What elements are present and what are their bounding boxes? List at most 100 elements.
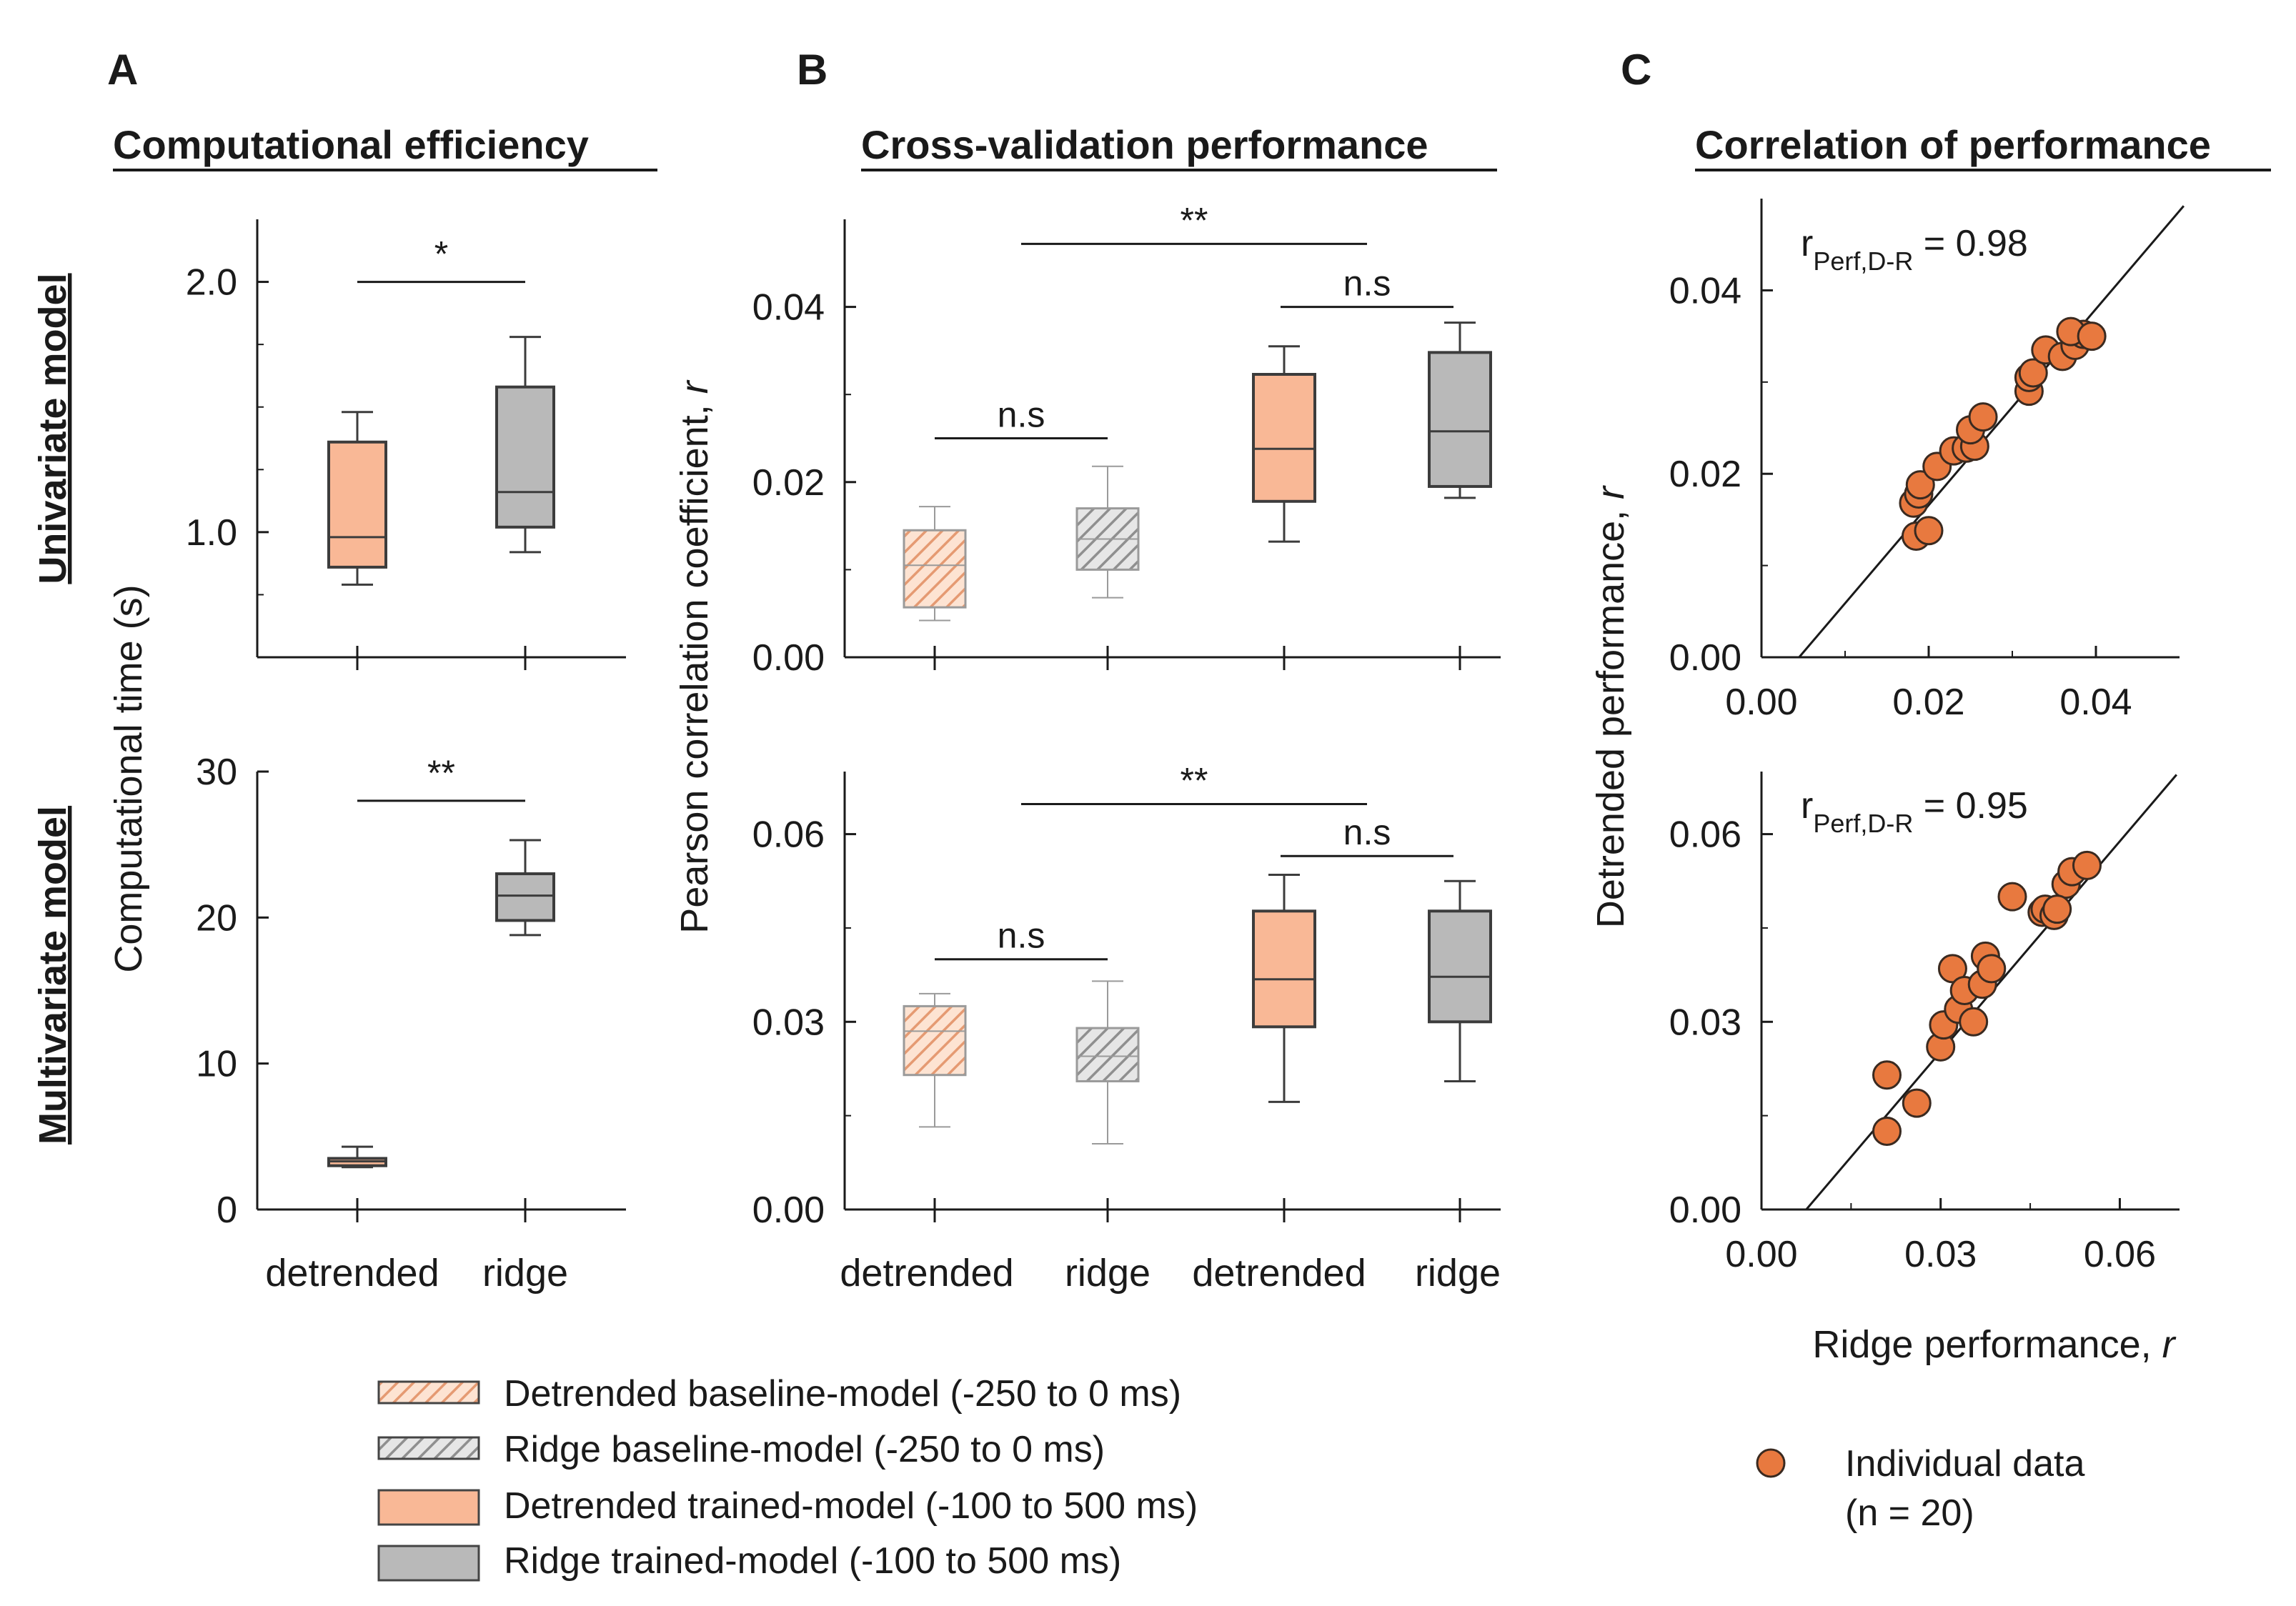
panel-label-b: B (797, 46, 828, 94)
legend-label-ridge-baseline: Ridge baseline-model (-250 to 0 ms) (504, 1429, 1105, 1470)
axis-label-computational-time: Computational time (s) (107, 584, 150, 972)
plot-b-univariate: 0.00 0.02 0.04 n.s ** n.s (752, 200, 1501, 679)
axis-label-pearson: Pearson correlation coefficient, r (673, 379, 716, 933)
y-tick-label: 0.00 (1669, 637, 1741, 679)
x-tick-label: 0.03 (1904, 1234, 1977, 1275)
y-tick-label: 0.00 (1669, 1189, 1741, 1231)
legend-swatch-ridge-trained (377, 1545, 480, 1582)
scatter-legend-marker (1756, 1448, 1786, 1478)
legend-swatch-detrended-baseline (377, 1380, 480, 1405)
category-b-detrended-baseline: detrended (840, 1252, 1013, 1295)
y-tick-label: 0.03 (752, 1002, 825, 1043)
row-label-multivariate: Multivariate model (31, 806, 74, 1144)
category-a-detrended: detrended (265, 1252, 439, 1295)
significance-label: ** (427, 753, 455, 793)
panel-label-c: C (1621, 46, 1651, 94)
correlation-value: = 0.98 (1913, 223, 2027, 264)
box (1252, 373, 1316, 503)
legend-swatch-ridge-baseline (377, 1436, 480, 1460)
row-label-univariate: Univariate model (31, 273, 74, 584)
box (327, 440, 387, 569)
scatter-legend-line2: (n = 20) (1845, 1492, 1974, 1534)
data-point (1902, 1088, 1932, 1118)
legend-swatch-detrended-trained (377, 1489, 480, 1526)
y-tick-label: 0.04 (752, 287, 825, 329)
y-tick-label: 0.00 (752, 1189, 825, 1231)
box (903, 1004, 967, 1077)
axis-label-detrended-performance: Detrended performance, r (1589, 485, 1632, 928)
title-computational-efficiency: Computational efficiency (113, 122, 589, 167)
correlation-value: = 0.95 (1913, 785, 2027, 827)
fit-line (1798, 205, 2185, 658)
data-point (2042, 894, 2072, 924)
legend: Detrended baseline-model (-250 to 0 ms) … (377, 1373, 1198, 1582)
y-tick-label: 0 (217, 1189, 237, 1231)
significance-label: * (434, 234, 448, 274)
data-point (1905, 470, 1935, 500)
correlation-annotation: rPerf,D-R = 0.98 (1801, 223, 2028, 276)
x-tick-label: 0.00 (1725, 1234, 1797, 1275)
correlation-annotation: rPerf,D-R = 0.95 (1801, 785, 2028, 838)
significance-label: ** (1181, 200, 1208, 240)
axis-label-ridge-performance: Ridge performance, r (1812, 1323, 2176, 1366)
y-tick-label: 0.02 (752, 462, 825, 504)
significance-label: n.s (998, 395, 1045, 435)
data-point (1872, 1060, 1902, 1090)
y-tick-label: 0.00 (752, 637, 825, 679)
correlation-subscript: Perf,D-R (1813, 246, 1913, 276)
data-point (2018, 358, 2048, 388)
significance-label: n.s (998, 916, 1045, 956)
category-a-ridge: ridge (482, 1252, 568, 1295)
significance-label: ** (1181, 761, 1208, 801)
x-tick-label: 0.02 (1892, 682, 1964, 723)
y-tick-label: 0.04 (1669, 270, 1741, 311)
category-b-ridge-trained: ridge (1415, 1252, 1501, 1295)
plot-a-multivariate: 0 10 20 30 ** (196, 752, 626, 1231)
panel-label-a: A (107, 46, 138, 94)
legend-label-detrended-trained: Detrended trained-model (-100 to 500 ms) (504, 1485, 1198, 1527)
plot-a-univariate: 1.0 2.0 * (186, 219, 626, 670)
data-point (2072, 850, 2102, 880)
data-point (1872, 1117, 1902, 1147)
y-tick-label: 2.0 (186, 262, 237, 304)
scatter-legend: Individual data (n = 20) (1756, 1443, 2084, 1534)
plot-b-multivariate: 0.00 0.03 0.06 n.s ** n.s (752, 761, 1501, 1231)
data-point (2077, 321, 2107, 351)
correlation-subscript: Perf,D-R (1813, 809, 1913, 838)
data-point (1959, 1007, 1989, 1037)
legend-label-ridge-trained: Ridge trained-model (-100 to 500 ms) (504, 1540, 1121, 1582)
box (495, 872, 555, 922)
data-point (1914, 516, 1944, 546)
title-cross-validation: Cross-validation performance (861, 122, 1428, 167)
category-b-ridge-baseline: ridge (1065, 1252, 1151, 1295)
significance-label: n.s (1343, 264, 1391, 304)
correlation-symbol: r (1801, 785, 1813, 827)
x-tick-label: 0.04 (2059, 682, 2132, 723)
y-tick-label: 0.02 (1669, 454, 1741, 495)
x-tick-label: 0.00 (1725, 682, 1797, 723)
scatter-legend-line1: Individual data (1845, 1443, 2084, 1485)
y-tick-label: 30 (196, 752, 237, 793)
x-tick-label: 0.06 (2084, 1234, 2156, 1275)
box (1428, 909, 1492, 1024)
y-tick-label: 0.06 (752, 814, 825, 856)
box (1252, 909, 1316, 1029)
correlation-symbol: r (1801, 223, 1813, 264)
box (1075, 1027, 1140, 1082)
box (1428, 351, 1492, 488)
plot-c-multivariate: 0.00 0.03 0.06 0.00 0.03 0.06 rPerf,D-R = 0.95 (1669, 772, 2180, 1275)
y-tick-label: 0.03 (1669, 1002, 1741, 1043)
plot-c-univariate: 0.00 0.02 0.04 0.00 0.02 0.04 rPerf,D-R = 0.98 (1669, 199, 2185, 723)
data-point (1968, 402, 1998, 432)
data-point (1997, 882, 2027, 912)
y-tick-label: 20 (196, 897, 237, 939)
significance-label: n.s (1343, 812, 1391, 852)
box (495, 385, 555, 529)
box (903, 529, 967, 609)
title-correlation: Correlation of performance (1695, 122, 2211, 167)
legend-label-detrended-baseline: Detrended baseline-model (-250 to 0 ms) (504, 1373, 1181, 1415)
y-tick-label: 0.06 (1669, 814, 1741, 856)
y-tick-label: 10 (196, 1044, 237, 1085)
data-point (1977, 954, 2007, 984)
